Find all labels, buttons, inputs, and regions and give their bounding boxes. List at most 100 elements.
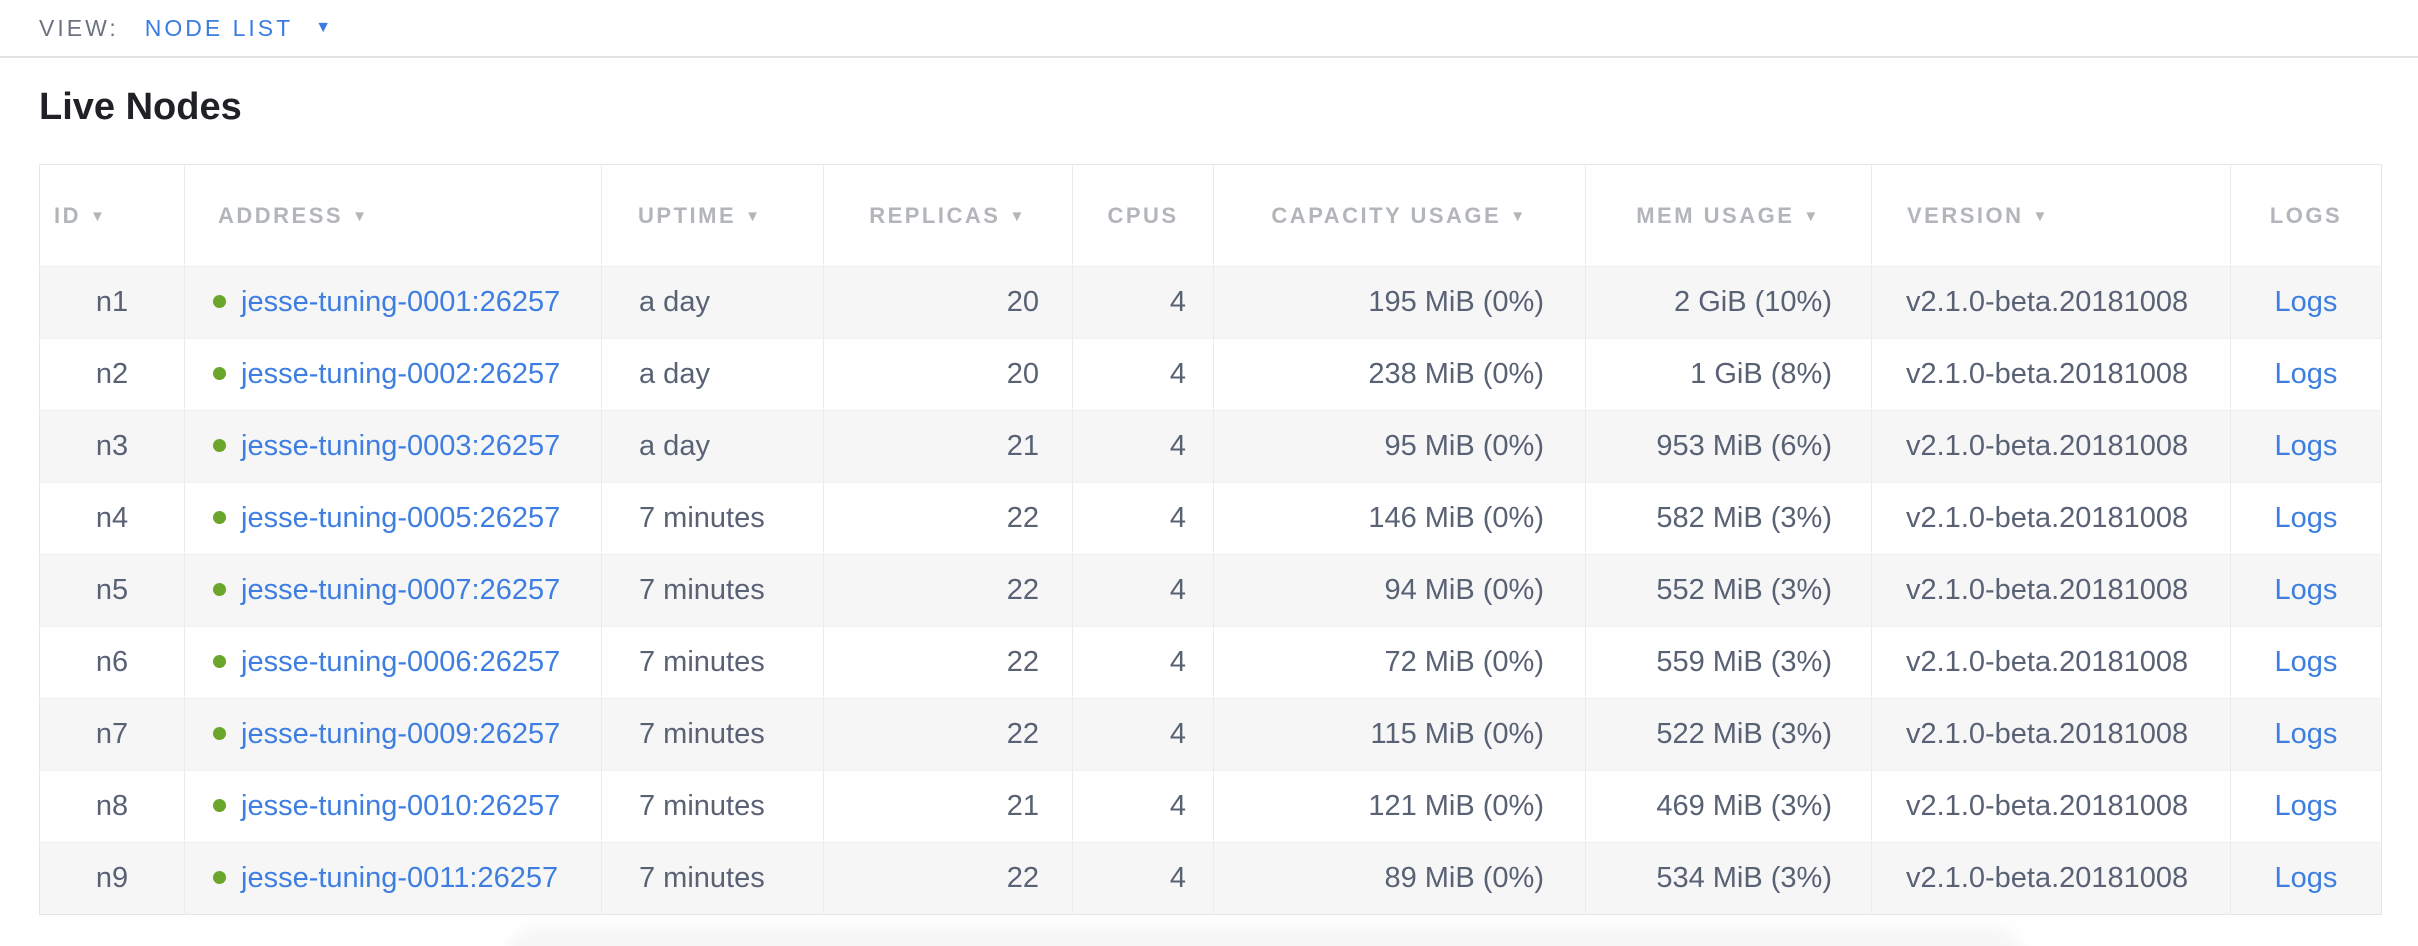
table-row: n2 jesse-tuning-0002:26257 a day 20 4 23…	[39, 338, 2382, 411]
cell-mem-usage: 552 MiB (3%)	[1585, 554, 1872, 627]
sort-desc-icon: ▼	[2032, 207, 2050, 225]
column-header-uptime[interactable]: UPTIME ▼	[601, 164, 824, 267]
column-header-label: ID	[54, 202, 81, 228]
node-address-link[interactable]: jesse-tuning-0005:26257	[241, 502, 561, 534]
chevron-down-icon[interactable]: ▼	[315, 19, 332, 36]
logs-link[interactable]: Logs	[2274, 718, 2338, 750]
cell-capacity-usage: 89 MiB (0%)	[1213, 842, 1586, 915]
node-healthy-icon	[213, 294, 226, 308]
logs-link[interactable]: Logs	[2274, 862, 2338, 894]
table-row: n7 jesse-tuning-0009:26257 7 minutes 22 …	[39, 698, 2382, 771]
column-header-replicas[interactable]: REPLICAS ▼	[823, 164, 1073, 267]
cell-mem-usage: 953 MiB (6%)	[1585, 410, 1872, 483]
cell-address: jesse-tuning-0007:26257	[184, 554, 602, 627]
column-header-label: ADDRESS	[218, 202, 344, 228]
node-address-link[interactable]: jesse-tuning-0006:26257	[241, 646, 561, 678]
column-header-address[interactable]: ADDRESS ▼	[184, 164, 602, 267]
node-address-link[interactable]: jesse-tuning-0003:26257	[241, 430, 561, 462]
column-header-id[interactable]: ID ▼	[39, 164, 185, 267]
cell-version: v2.1.0-beta.20181008	[1871, 770, 2231, 843]
column-header-label: LOGS	[2269, 202, 2343, 228]
column-header-cpus: CPUS	[1072, 164, 1214, 267]
cell-address: jesse-tuning-0005:26257	[184, 482, 602, 555]
cell-cpus: 4	[1072, 482, 1214, 555]
sort-desc-icon: ▼	[745, 207, 763, 225]
cell-node-id: n1	[39, 266, 185, 339]
node-healthy-icon	[213, 654, 226, 668]
cell-logs: Logs	[2230, 770, 2382, 843]
table-header-row: ID ▼ ADDRESS ▼ UPTIME ▼ REPLICAS ▼ CPUS CAPACITY …	[39, 164, 2382, 267]
cell-logs: Logs	[2230, 698, 2382, 771]
node-address-link[interactable]: jesse-tuning-0002:26257	[241, 358, 561, 390]
cell-replicas: 22	[823, 482, 1073, 555]
view-dropdown[interactable]: NODE LIST	[144, 14, 294, 41]
cell-uptime: 7 minutes	[601, 770, 824, 843]
logs-link[interactable]: Logs	[2274, 286, 2338, 318]
cell-address: jesse-tuning-0011:26257	[184, 842, 602, 915]
node-healthy-icon	[213, 726, 226, 740]
logs-link[interactable]: Logs	[2274, 358, 2338, 390]
cell-cpus: 4	[1072, 554, 1214, 627]
node-healthy-icon	[213, 438, 226, 452]
cell-version: v2.1.0-beta.20181008	[1871, 482, 2231, 555]
column-header-version[interactable]: VERSION ▼	[1871, 164, 2231, 267]
node-address-link[interactable]: jesse-tuning-0009:26257	[241, 718, 561, 750]
view-selector-bar: VIEW: NODE LIST ▼	[0, 0, 2418, 58]
cell-cpus: 4	[1072, 842, 1214, 915]
cell-cpus: 4	[1072, 266, 1214, 339]
live-nodes-table: ID ▼ ADDRESS ▼ UPTIME ▼ REPLICAS ▼ CPUS CAPACITY …	[39, 164, 2382, 915]
column-header-mem[interactable]: MEM USAGE ▼	[1585, 164, 1872, 267]
cell-uptime: 7 minutes	[601, 482, 824, 555]
cell-capacity-usage: 94 MiB (0%)	[1213, 554, 1586, 627]
logs-link[interactable]: Logs	[2274, 502, 2338, 534]
node-healthy-icon	[213, 582, 226, 596]
logs-link[interactable]: Logs	[2274, 574, 2338, 606]
column-header-label: CAPACITY USAGE	[1271, 202, 1502, 228]
cell-node-id: n2	[39, 338, 185, 411]
cell-replicas: 21	[823, 770, 1073, 843]
node-address-link[interactable]: jesse-tuning-0010:26257	[241, 790, 561, 822]
cell-version: v2.1.0-beta.20181008	[1871, 554, 2231, 627]
cell-uptime: 7 minutes	[601, 554, 824, 627]
cell-uptime: a day	[601, 338, 824, 411]
cell-logs: Logs	[2230, 338, 2382, 411]
cell-replicas: 21	[823, 410, 1073, 483]
node-address-link[interactable]: jesse-tuning-0001:26257	[241, 286, 561, 318]
column-header-label: UPTIME	[638, 202, 737, 228]
cell-node-id: n4	[39, 482, 185, 555]
cell-capacity-usage: 146 MiB (0%)	[1213, 482, 1586, 555]
cell-mem-usage: 522 MiB (3%)	[1585, 698, 1872, 771]
logs-link[interactable]: Logs	[2274, 646, 2338, 678]
node-healthy-icon	[213, 366, 226, 380]
node-address-link[interactable]: jesse-tuning-0011:26257	[241, 862, 559, 894]
column-header-capacity[interactable]: CAPACITY USAGE ▼	[1213, 164, 1586, 267]
cell-logs: Logs	[2230, 410, 2382, 483]
cell-version: v2.1.0-beta.20181008	[1871, 842, 2231, 915]
cell-uptime: a day	[601, 410, 824, 483]
cell-logs: Logs	[2230, 842, 2382, 915]
sort-desc-icon: ▼	[90, 207, 108, 225]
cell-logs: Logs	[2230, 266, 2382, 339]
cell-version: v2.1.0-beta.20181008	[1871, 626, 2231, 699]
cell-mem-usage: 582 MiB (3%)	[1585, 482, 1872, 555]
cell-node-id: n3	[39, 410, 185, 483]
cell-logs: Logs	[2230, 626, 2382, 699]
column-header-logs: LOGS	[2230, 164, 2382, 267]
cell-mem-usage: 2 GiB (10%)	[1585, 266, 1872, 339]
logs-link[interactable]: Logs	[2274, 790, 2338, 822]
cell-replicas: 22	[823, 698, 1073, 771]
cell-replicas: 22	[823, 842, 1073, 915]
column-header-label: REPLICAS	[869, 202, 1001, 228]
sort-desc-icon: ▼	[1803, 207, 1821, 225]
table-row: n1 jesse-tuning-0001:26257 a day 20 4 19…	[39, 266, 2382, 339]
logs-link[interactable]: Logs	[2274, 430, 2338, 462]
cell-uptime: 7 minutes	[601, 842, 824, 915]
cell-mem-usage: 559 MiB (3%)	[1585, 626, 1872, 699]
cell-version: v2.1.0-beta.20181008	[1871, 338, 2231, 411]
cell-uptime: 7 minutes	[601, 626, 824, 699]
cell-node-id: n8	[39, 770, 185, 843]
table-row: n4 jesse-tuning-0005:26257 7 minutes 22 …	[39, 482, 2382, 555]
cell-cpus: 4	[1072, 626, 1214, 699]
cell-replicas: 22	[823, 626, 1073, 699]
node-address-link[interactable]: jesse-tuning-0007:26257	[241, 574, 561, 606]
